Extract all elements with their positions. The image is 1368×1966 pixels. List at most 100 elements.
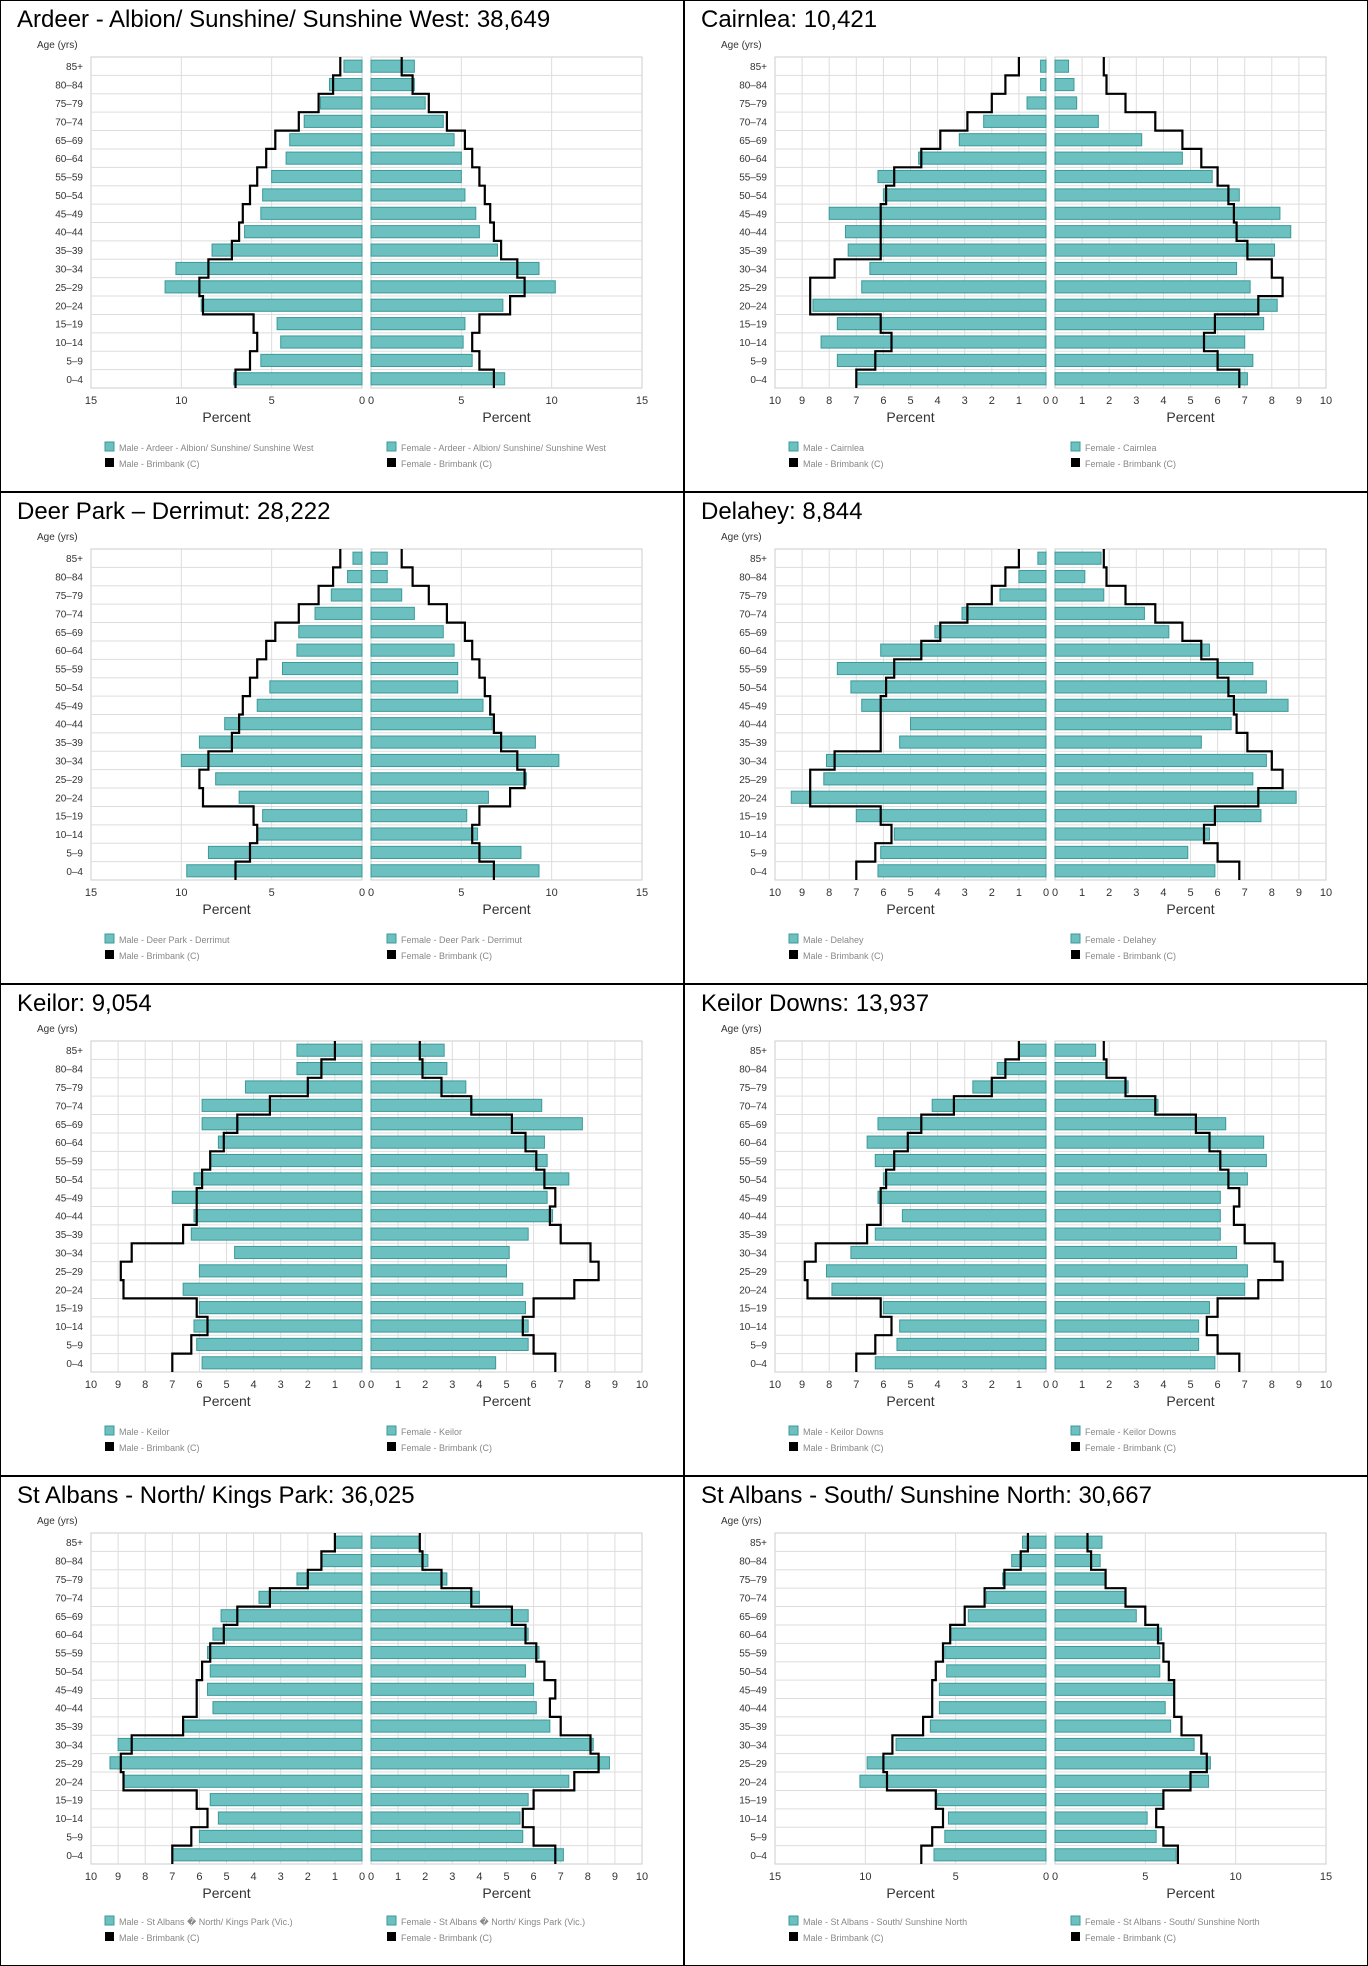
legend-benchmark-male-label: Male - Brimbank (C): [803, 1933, 884, 1943]
x-tick-label: 1: [395, 1379, 401, 1391]
female-bar: [370, 1080, 467, 1094]
age-tick-label: 20–24: [55, 1285, 83, 1296]
female-bar: [1054, 790, 1297, 804]
female-bar: [370, 1062, 448, 1076]
female-bar: [1054, 353, 1254, 367]
male-bar: [175, 261, 363, 276]
female-bar: [1054, 864, 1216, 878]
age-tick-label: 80–84: [739, 81, 767, 92]
x-tick-label: 2: [989, 887, 995, 899]
legend-swatch-male: [788, 1425, 799, 1436]
male-bar: [171, 1190, 363, 1204]
female-bar: [370, 588, 403, 602]
female-bar: [370, 845, 522, 859]
legend-swatch-female: [386, 441, 397, 452]
age-tick-label: 55–59: [739, 1649, 767, 1660]
male-bar: [224, 717, 363, 731]
male-bar: [877, 864, 1047, 878]
male-bar: [276, 317, 363, 331]
plot-area: [90, 1532, 643, 1865]
age-tick-label: 20–24: [739, 301, 767, 312]
male-axis-title: Percent: [886, 1885, 934, 1901]
x-tick-label: 10: [636, 1871, 648, 1883]
male-bar: [198, 1829, 363, 1843]
legend-swatch-male: [104, 441, 115, 452]
age-tick-label: 30–34: [55, 1248, 83, 1259]
legend: Male - Keilor Male - Brimbank (C) Female -…: [104, 1425, 492, 1453]
male-bar: [820, 335, 1047, 349]
male-bar: [877, 1117, 1047, 1131]
female-bar: [370, 790, 489, 804]
age-tick-label: 75–79: [739, 99, 767, 110]
male-bar: [198, 1264, 363, 1278]
male-bar: [1002, 1572, 1047, 1586]
male-bar: [117, 1737, 363, 1752]
x-tick-label: 10: [636, 1379, 648, 1391]
x-tick-label: 9: [799, 887, 805, 899]
male-bar: [958, 133, 1047, 147]
age-tick-label: 65–69: [55, 1120, 83, 1131]
x-tick-label: 6: [880, 1379, 886, 1391]
male-bar: [244, 225, 363, 239]
age-tick-label: 70–74: [55, 609, 83, 620]
legend-benchmark-male-label: Male - Brimbank (C): [119, 1443, 200, 1453]
female-bar: [370, 1645, 540, 1660]
x-tick-label: 7: [853, 887, 859, 899]
x-tick-label: 0: [1052, 395, 1058, 407]
female-bar: [1054, 1811, 1148, 1825]
pyramid-chart: Age (yrs)85+80–8475–7970–7465–6960–6455–…: [37, 40, 648, 469]
male-bar: [933, 1848, 1047, 1862]
male-bar: [882, 188, 1047, 202]
female-bar: [1054, 643, 1210, 657]
age-tick-label: 45–49: [55, 209, 83, 220]
x-tick-label: 4: [251, 1379, 257, 1391]
female-bar: [1054, 1645, 1161, 1660]
legend-swatch-benchmark-female: [1071, 950, 1080, 959]
male-bar: [874, 1356, 1047, 1370]
plot-area: [774, 1040, 1327, 1373]
x-tick-label: 5: [907, 395, 913, 407]
female-bar: [1054, 335, 1246, 349]
male-bar: [260, 206, 363, 220]
female-bar: [1054, 1098, 1159, 1112]
male-bar: [320, 1554, 363, 1568]
age-tick-label: 30–34: [55, 1740, 83, 1751]
male-bar: [866, 1756, 1047, 1770]
female-axis-title: Percent: [1166, 901, 1214, 917]
female-axis-title: Percent: [482, 901, 530, 917]
x-tick-label: 10: [1320, 1379, 1332, 1391]
legend-swatch-benchmark-female: [1071, 1442, 1080, 1451]
female-axis-title: Percent: [1166, 409, 1214, 425]
female-bar: [1054, 188, 1240, 202]
female-bar: [1054, 1043, 1097, 1057]
female-bar: [370, 151, 462, 165]
legend-female-label: Female - Ardeer - Albion/ Sunshine/ Suns…: [401, 443, 606, 453]
age-tick-label: 80–84: [55, 1065, 83, 1076]
female-bar: [370, 809, 468, 823]
female-bar: [1054, 372, 1248, 386]
male-bar: [296, 1062, 363, 1076]
male-bar: [220, 1609, 363, 1623]
x-tick-label: 8: [1269, 1379, 1275, 1391]
male-bar: [212, 1701, 363, 1715]
female-bar: [1054, 1572, 1107, 1586]
male-bar: [944, 1829, 1047, 1843]
x-tick-label: 0: [1052, 887, 1058, 899]
x-tick-label: 5: [269, 887, 275, 899]
age-tick-label: 35–39: [55, 246, 83, 257]
female-bar: [1054, 114, 1099, 128]
x-tick-label: 7: [169, 1379, 175, 1391]
age-tick-label: 10–14: [739, 1322, 767, 1333]
legend: Male - St Albans � North/ Kings Park (Vi…: [104, 1915, 585, 1943]
age-tick-label: 65–69: [739, 628, 767, 639]
age-tick-label: 5–9: [750, 1340, 767, 1351]
male-bar: [866, 1135, 1047, 1149]
female-bar: [1054, 570, 1086, 584]
female-bar: [370, 206, 477, 220]
age-tick-label: 5–9: [66, 1832, 83, 1843]
female-bar: [370, 1737, 594, 1752]
female-bar: [1054, 661, 1254, 676]
legend-swatch-male: [104, 1915, 115, 1926]
pyramid-panel: Cairnlea: 10,421 Age (yrs) 85+ 80–84 75–79 70…: [684, 0, 1368, 492]
x-tick-label: 10: [769, 1379, 781, 1391]
